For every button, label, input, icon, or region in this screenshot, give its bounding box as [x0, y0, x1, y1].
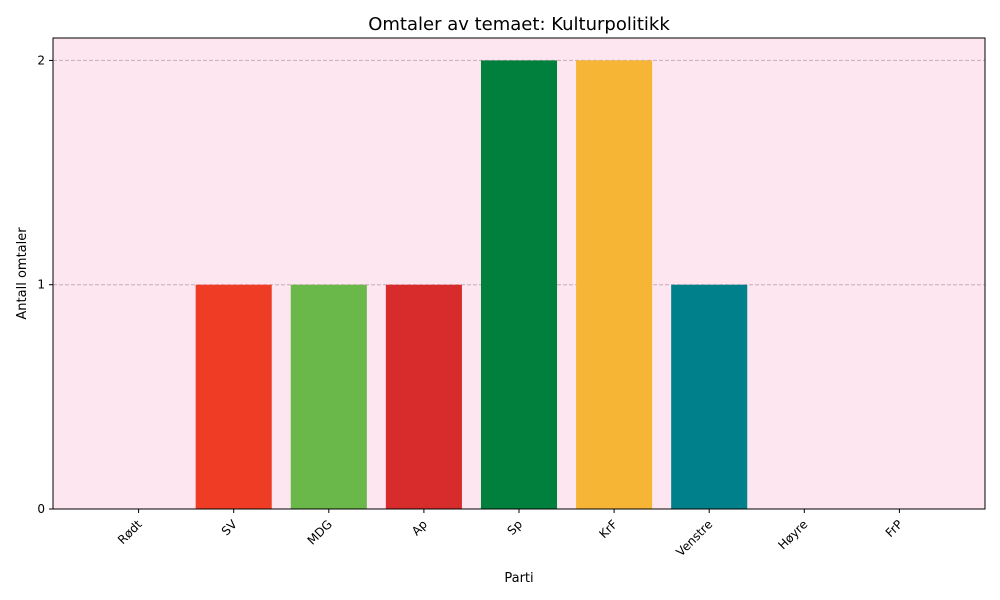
x-tick-label: KrF [596, 517, 620, 541]
bar-krf [576, 60, 653, 510]
x-tick-label: Sp [504, 517, 525, 538]
x-tick-label: FrP [883, 517, 906, 540]
y-axis-label: Antall omtaler [15, 227, 30, 320]
bars [195, 60, 748, 510]
x-tick-label: Ap [409, 517, 430, 538]
y-tick-label: 2 [37, 53, 45, 67]
bar-sp [480, 60, 558, 510]
x-tick-label: Venstre [673, 517, 715, 559]
x-axis-label: Parti [504, 571, 533, 586]
x-tick-label: SV [219, 517, 241, 539]
bar-ap [385, 284, 462, 509]
chart-title: Omtaler av temaet: Kulturpolitikk [368, 14, 670, 35]
y-tick-label: 0 [37, 502, 45, 516]
bar-mdg [290, 284, 367, 509]
x-axis-ticks: Rødt SV MDG Ap Sp KrF Venstre Høyre FrP [115, 509, 906, 559]
bar-venstre [671, 284, 748, 509]
y-axis-ticks: 0 1 2 [37, 53, 53, 516]
y-tick-label: 1 [37, 278, 45, 292]
x-tick-label: MDG [305, 517, 335, 547]
x-tick-label: Høyre [775, 517, 810, 552]
bar-sv [195, 284, 272, 509]
x-tick-label: Rødt [115, 517, 145, 547]
